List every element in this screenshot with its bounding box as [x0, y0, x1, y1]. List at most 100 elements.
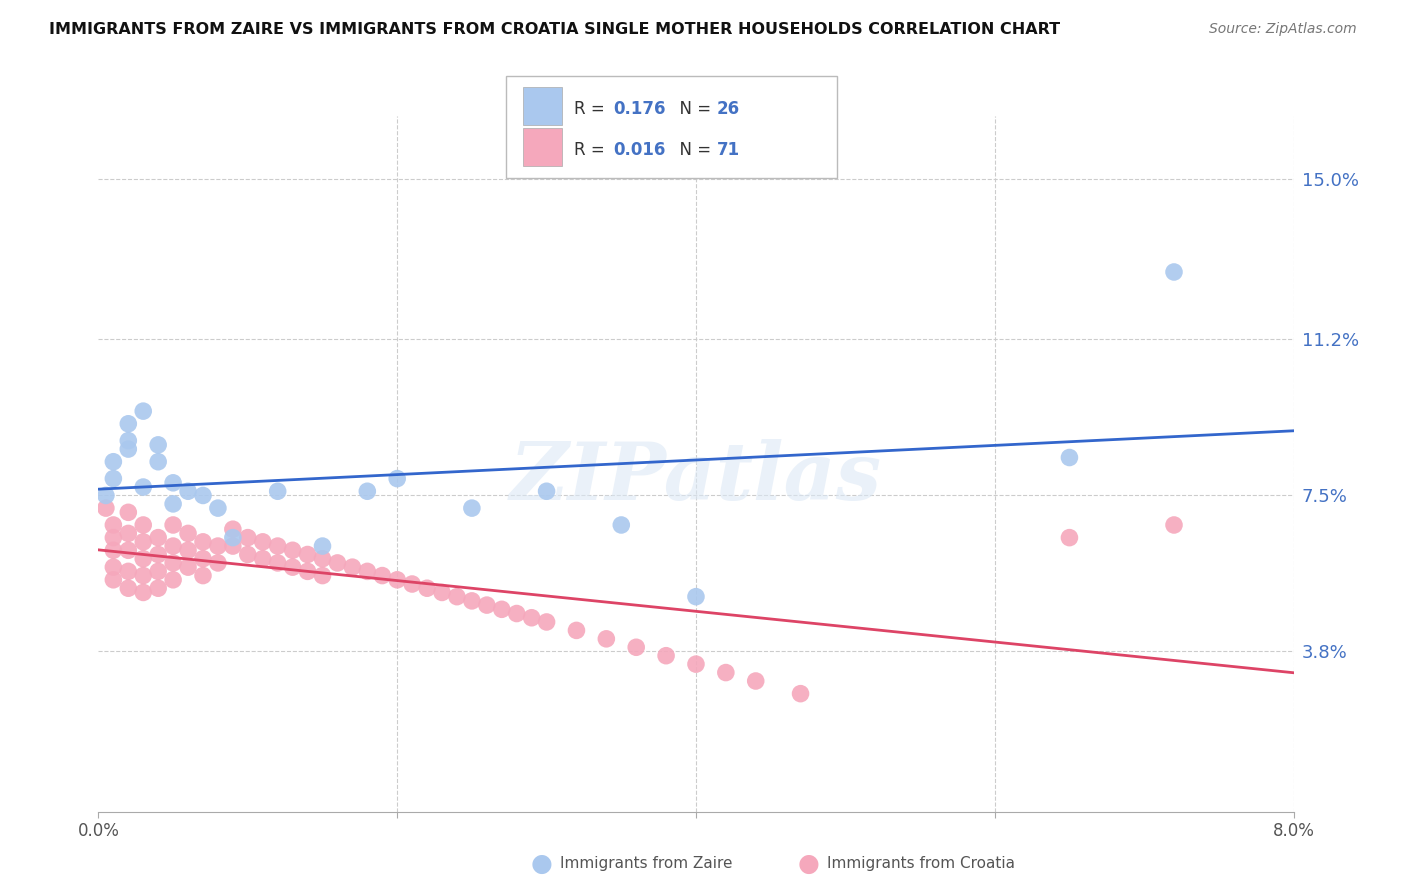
Point: [714, 665, 737, 680]
Point: [342, 560, 364, 574]
Text: N =: N =: [669, 100, 717, 118]
Point: [207, 501, 229, 516]
Point: [162, 475, 184, 490]
Point: [191, 551, 214, 566]
Point: [311, 568, 333, 582]
Text: 26: 26: [717, 100, 740, 118]
Text: Immigrants from Zaire: Immigrants from Zaire: [560, 856, 733, 871]
Point: [281, 560, 304, 574]
Point: [1059, 450, 1081, 465]
Point: [103, 531, 125, 545]
Point: [475, 598, 498, 612]
Point: [94, 501, 117, 516]
Text: 0.016: 0.016: [613, 141, 665, 159]
Point: [177, 543, 200, 558]
Point: [132, 568, 155, 582]
Point: [297, 548, 319, 562]
Point: [1163, 518, 1185, 533]
Point: [252, 551, 274, 566]
Text: R =: R =: [574, 141, 610, 159]
Text: 0.176: 0.176: [613, 100, 665, 118]
Point: [222, 539, 245, 553]
Text: Source: ZipAtlas.com: Source: ZipAtlas.com: [1209, 22, 1357, 37]
Point: [595, 632, 617, 646]
Point: [281, 543, 304, 558]
Point: [132, 585, 155, 599]
Point: [416, 581, 439, 595]
Point: [132, 534, 155, 549]
Point: [401, 577, 423, 591]
Point: [207, 556, 229, 570]
Text: IMMIGRANTS FROM ZAIRE VS IMMIGRANTS FROM CROATIA SINGLE MOTHER HOUSEHOLDS CORREL: IMMIGRANTS FROM ZAIRE VS IMMIGRANTS FROM…: [49, 22, 1060, 37]
Point: [162, 573, 184, 587]
Point: [655, 648, 678, 663]
Point: [162, 518, 184, 533]
Point: [132, 518, 155, 533]
Point: [685, 590, 707, 604]
Point: [326, 556, 349, 570]
Point: [117, 543, 139, 558]
Point: [252, 534, 274, 549]
Point: [132, 480, 155, 494]
Point: [191, 488, 214, 502]
Point: [117, 434, 139, 448]
Point: [385, 573, 409, 587]
Point: [117, 526, 139, 541]
Point: [103, 455, 125, 469]
Point: [117, 565, 139, 579]
Point: [177, 484, 200, 499]
Point: [267, 556, 290, 570]
Point: [356, 565, 378, 579]
Point: [267, 539, 290, 553]
Point: [1059, 531, 1081, 545]
Point: [356, 484, 378, 499]
Point: [117, 505, 139, 519]
Text: ●: ●: [530, 852, 553, 875]
Text: ZIPatlas: ZIPatlas: [510, 439, 882, 516]
Point: [94, 488, 117, 502]
Point: [745, 673, 768, 688]
Point: [1163, 265, 1185, 279]
Point: [520, 611, 543, 625]
Point: [626, 640, 648, 655]
Point: [506, 607, 529, 621]
Point: [148, 455, 170, 469]
Point: [132, 404, 155, 418]
Point: [222, 522, 245, 536]
Point: [162, 556, 184, 570]
Point: [117, 581, 139, 595]
Point: [461, 501, 484, 516]
Point: [103, 518, 125, 533]
Point: [430, 585, 453, 599]
Point: [222, 531, 245, 545]
Point: [236, 548, 259, 562]
Point: [371, 568, 394, 582]
Point: [162, 539, 184, 553]
Point: [103, 543, 125, 558]
Point: [297, 565, 319, 579]
Point: [236, 531, 259, 545]
Point: [103, 472, 125, 486]
Point: [385, 472, 409, 486]
Point: [148, 581, 170, 595]
Point: [565, 624, 588, 638]
Point: [132, 551, 155, 566]
Point: [311, 551, 333, 566]
Point: [148, 531, 170, 545]
Point: [191, 534, 214, 549]
Point: [446, 590, 468, 604]
Point: [148, 438, 170, 452]
Point: [177, 560, 200, 574]
Point: [536, 615, 558, 629]
Text: N =: N =: [669, 141, 717, 159]
Point: [148, 565, 170, 579]
Point: [148, 548, 170, 562]
Point: [191, 568, 214, 582]
Point: [789, 687, 811, 701]
Text: ●: ●: [797, 852, 820, 875]
Point: [685, 657, 707, 672]
Point: [162, 497, 184, 511]
Point: [207, 539, 229, 553]
Point: [117, 417, 139, 431]
Text: Immigrants from Croatia: Immigrants from Croatia: [827, 856, 1015, 871]
